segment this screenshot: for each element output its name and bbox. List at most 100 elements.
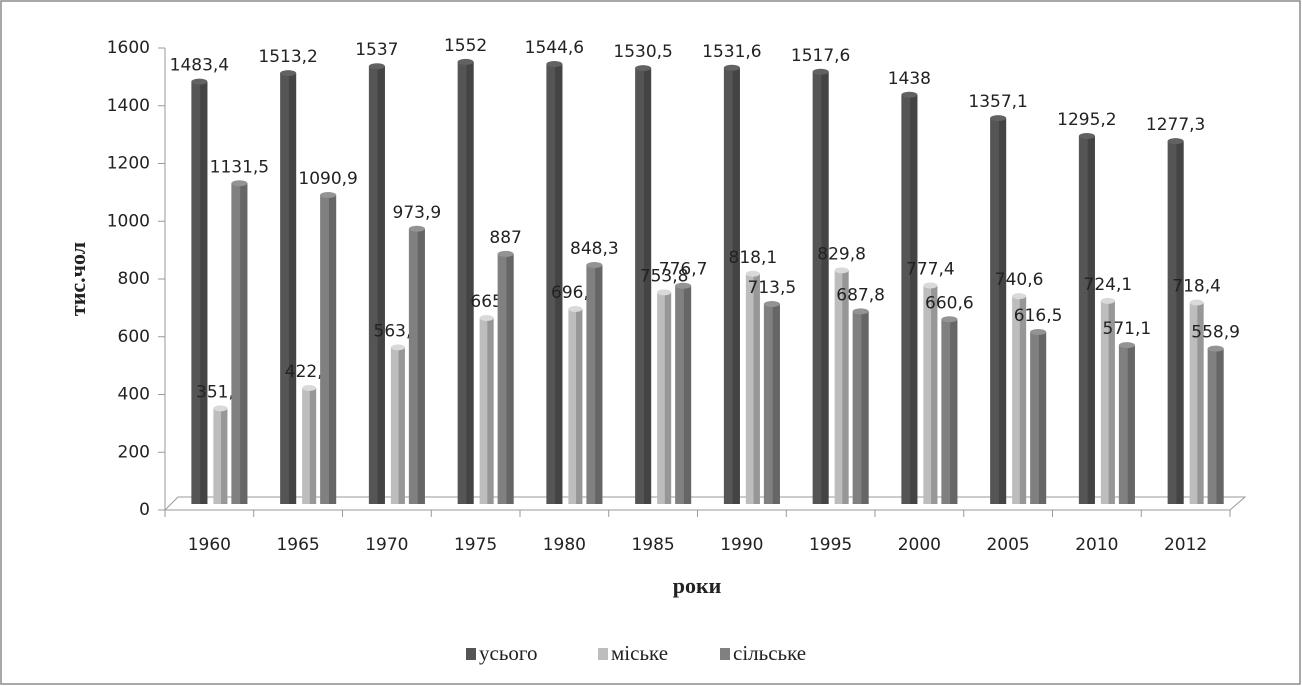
value-label: 1090,9 <box>298 169 357 189</box>
y-axis-label: тис.чол <box>65 242 90 316</box>
x-tick-label: 2012 <box>1164 535 1207 555</box>
bar-part <box>643 68 652 505</box>
value-label: 616,5 <box>1014 306 1063 326</box>
bar <box>852 308 869 504</box>
bar-part <box>1100 297 1115 304</box>
bar <box>1189 299 1204 504</box>
bar-part <box>998 118 1007 504</box>
bar <box>901 91 918 504</box>
bar-part <box>213 405 228 412</box>
value-label: 1295,2 <box>1057 110 1116 130</box>
bar <box>586 262 603 504</box>
bar-part <box>555 63 563 504</box>
bar <box>723 64 740 505</box>
bar <box>1207 345 1224 504</box>
x-tick-label: 1965 <box>276 535 319 555</box>
bar <box>635 65 652 505</box>
bar-part <box>812 68 829 75</box>
bar-part <box>941 316 958 323</box>
y-tick-label: 600 <box>118 327 150 347</box>
bar-part <box>1012 293 1027 300</box>
bar <box>457 58 474 505</box>
y-tick-label: 1000 <box>107 211 150 231</box>
value-label: 558,9 <box>1191 323 1240 343</box>
bar-part <box>288 73 297 504</box>
bar-part <box>466 61 474 505</box>
y-tick-label: 1200 <box>107 154 150 174</box>
bar-part <box>821 71 829 504</box>
bar-part <box>1087 136 1095 505</box>
bar-part <box>1118 342 1135 349</box>
bar-part <box>990 115 1007 122</box>
legend-swatch <box>598 648 608 660</box>
y-tick-label: 1400 <box>107 96 150 116</box>
bar-part <box>390 344 405 351</box>
value-label: 1131,5 <box>210 157 269 177</box>
value-label: 753,8 <box>640 266 689 286</box>
bar <box>1118 342 1135 504</box>
value-label: 1483,4 <box>170 56 229 76</box>
bar-part <box>302 385 317 392</box>
bar-part <box>328 195 337 504</box>
bar-part <box>1216 348 1224 504</box>
bar <box>1078 133 1095 505</box>
x-tick-label: 1990 <box>720 535 763 555</box>
value-label: 1513,2 <box>258 47 317 67</box>
bar-part <box>479 314 494 321</box>
bar-part <box>546 60 563 67</box>
bar <box>231 180 248 505</box>
value-label: 660,6 <box>925 293 974 313</box>
value-label: 740,6 <box>995 270 1044 290</box>
bar-part <box>240 183 248 505</box>
value-label: 887 <box>489 228 521 248</box>
bar <box>763 300 780 504</box>
bar-part <box>221 408 228 504</box>
value-label: 687,8 <box>836 285 885 305</box>
bar <box>1100 297 1115 504</box>
value-label: 1530,5 <box>613 42 672 62</box>
bar-part <box>834 267 849 274</box>
bar <box>280 70 297 504</box>
legend-label: міське <box>611 641 668 665</box>
bar-part <box>732 67 740 505</box>
bar <box>408 225 425 504</box>
value-label: 818,1 <box>729 248 778 268</box>
y-tick-label: 0 <box>139 500 150 520</box>
y-tick-label: 200 <box>118 442 150 462</box>
bar-part <box>901 91 918 98</box>
bar-part <box>1019 296 1027 504</box>
bar <box>1167 138 1184 504</box>
x-axis-label: роки <box>673 573 722 598</box>
value-label: 1277,3 <box>1146 115 1205 135</box>
bar-part <box>931 285 938 504</box>
bar-part <box>398 347 405 504</box>
value-label: 724,1 <box>1084 275 1133 295</box>
bar <box>568 305 583 504</box>
bar-part <box>497 250 514 257</box>
bar-part <box>664 292 672 504</box>
value-label: 718,4 <box>1172 277 1221 297</box>
bar <box>546 60 563 504</box>
value-label: 1438 <box>888 69 931 89</box>
x-tick-label: 2005 <box>986 535 1029 555</box>
bar <box>302 385 317 504</box>
bar-part <box>487 317 494 504</box>
legend-swatch <box>466 648 476 660</box>
bar-part <box>377 66 385 504</box>
value-label: 713,5 <box>748 278 797 298</box>
value-label: 829,8 <box>817 244 866 264</box>
bar-part <box>772 303 780 504</box>
bar-part <box>368 63 385 70</box>
y-tick-label: 800 <box>118 269 150 289</box>
x-tick-label: 1960 <box>188 535 231 555</box>
bar-part <box>200 81 208 505</box>
bar-part <box>457 58 474 65</box>
bar-part <box>763 300 780 307</box>
bar <box>213 405 228 504</box>
bar-part <box>635 65 652 72</box>
bar-part <box>950 319 958 504</box>
x-tick-label: 1985 <box>631 535 674 555</box>
value-label: 776,7 <box>659 260 708 280</box>
bar-part <box>861 311 869 504</box>
